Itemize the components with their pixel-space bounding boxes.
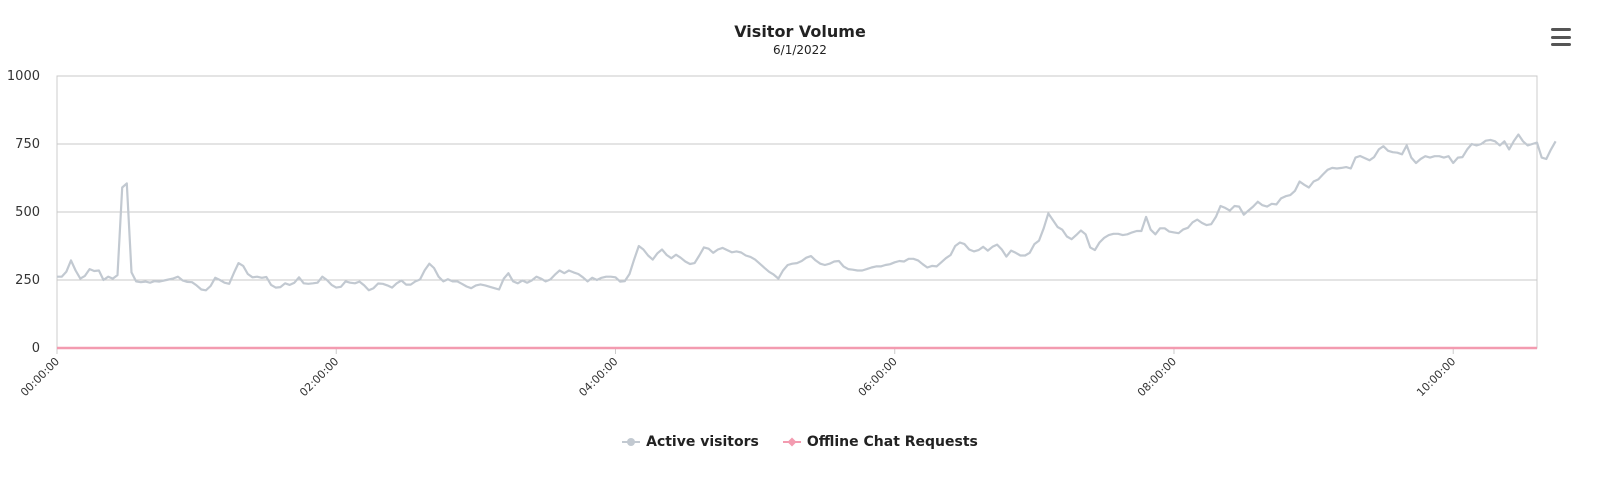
- x-tick-label: 04:00:00: [576, 355, 620, 399]
- x-tick-label: 00:00:00: [18, 355, 62, 399]
- series-line-active-visitors: [57, 133, 1557, 292]
- chart-title: Visitor Volume: [734, 22, 866, 41]
- chart-menu-button[interactable]: [1548, 25, 1574, 49]
- x-tick-label: 08:00:00: [1135, 355, 1179, 399]
- legend-label-offline-chat-requests: Offline Chat Requests: [806, 434, 978, 450]
- y-tick-label: 0: [32, 341, 40, 356]
- y-tick-label: 500: [15, 205, 40, 220]
- y-tick-label: 1000: [7, 69, 40, 84]
- x-tick-label: 06:00:00: [856, 355, 900, 399]
- y-tick-label: 250: [15, 273, 40, 288]
- chart-legend: Active visitors Offline Chat Requests: [0, 434, 1600, 450]
- hamburger-menu-icon: [1551, 28, 1571, 31]
- diamond-marker-icon: [782, 437, 801, 447]
- x-tick-label: 10:00:00: [1414, 355, 1458, 399]
- chart-subtitle: 6/1/2022: [773, 43, 827, 57]
- legend-item-active-visitors[interactable]: Active visitors: [622, 434, 759, 450]
- y-tick-label: 750: [15, 137, 40, 152]
- hamburger-menu-icon-bar-2: [1551, 35, 1571, 39]
- hamburger-menu-icon-bar-3: [1551, 43, 1571, 46]
- legend-label-active-visitors: Active visitors: [646, 434, 759, 450]
- x-tick-label: 02:00:00: [297, 355, 341, 399]
- circle-marker-icon: [622, 437, 641, 447]
- legend-item-offline-chat-requests[interactable]: Offline Chat Requests: [782, 434, 978, 450]
